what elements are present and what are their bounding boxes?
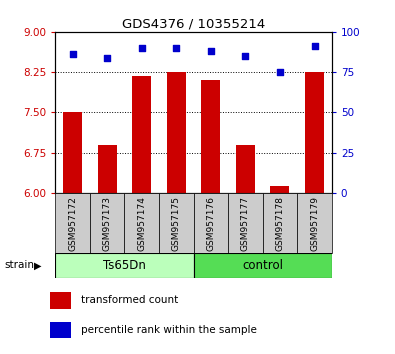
Text: GSM957178: GSM957178: [275, 196, 284, 251]
Bar: [194, 253, 332, 278]
Point: [70, 52, 76, 57]
Bar: [63, 113, 82, 193]
Bar: [194, 193, 228, 253]
Point: [104, 55, 110, 61]
Bar: [167, 72, 186, 193]
Bar: [55, 193, 90, 253]
Bar: [50, 321, 71, 338]
Point: [277, 69, 283, 75]
Text: ▶: ▶: [34, 261, 41, 270]
Bar: [271, 187, 290, 193]
Point: [173, 45, 179, 51]
Bar: [132, 76, 151, 193]
Bar: [124, 193, 159, 253]
Point: [208, 48, 214, 54]
Text: percentile rank within the sample: percentile rank within the sample: [81, 325, 257, 335]
Bar: [98, 144, 117, 193]
Text: Ts65Dn: Ts65Dn: [103, 259, 146, 272]
Bar: [236, 144, 255, 193]
Point: [311, 44, 318, 49]
Text: strain: strain: [4, 261, 34, 270]
Text: GSM957173: GSM957173: [103, 196, 112, 251]
Text: control: control: [242, 259, 283, 272]
Text: transformed count: transformed count: [81, 295, 179, 306]
Text: GSM957176: GSM957176: [206, 196, 215, 251]
Text: GSM957179: GSM957179: [310, 196, 319, 251]
Bar: [228, 193, 263, 253]
Point: [139, 45, 145, 51]
Bar: [159, 193, 194, 253]
Point: [242, 53, 248, 59]
Bar: [55, 253, 194, 278]
Text: GSM957177: GSM957177: [241, 196, 250, 251]
Text: GSM957175: GSM957175: [172, 196, 181, 251]
Text: GSM957174: GSM957174: [137, 196, 146, 251]
Bar: [201, 80, 220, 193]
Bar: [297, 193, 332, 253]
Bar: [90, 193, 124, 253]
Bar: [50, 292, 71, 309]
Title: GDS4376 / 10355214: GDS4376 / 10355214: [122, 18, 265, 31]
Bar: [263, 193, 297, 253]
Text: GSM957172: GSM957172: [68, 196, 77, 251]
Bar: [305, 72, 324, 193]
